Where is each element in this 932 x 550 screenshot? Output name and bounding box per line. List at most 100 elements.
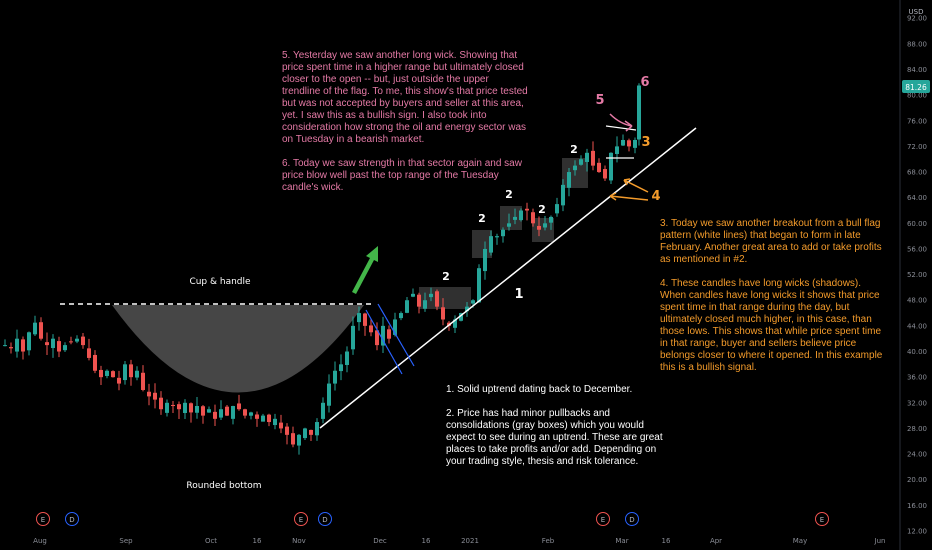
candle-body bbox=[33, 322, 37, 335]
candle-body bbox=[165, 402, 169, 413]
candle-body bbox=[183, 402, 187, 414]
candle-body bbox=[507, 223, 511, 227]
last-price-label: 81.26 bbox=[905, 83, 927, 92]
event-marker-label: E bbox=[299, 516, 303, 524]
candle-body bbox=[417, 294, 421, 307]
candle-body bbox=[99, 369, 103, 378]
candle-body bbox=[483, 248, 487, 272]
y-tick-label: 44.00 bbox=[907, 322, 927, 330]
breakout-number-label: 6 bbox=[640, 75, 649, 90]
y-tick-label: 76.00 bbox=[907, 117, 927, 125]
candle-body bbox=[495, 236, 499, 238]
candle-body bbox=[75, 338, 79, 342]
candle-body bbox=[453, 319, 457, 328]
y-tick-label: 72.00 bbox=[907, 143, 927, 151]
candle-body bbox=[9, 347, 13, 349]
candle-body bbox=[189, 403, 193, 413]
candle-body bbox=[177, 404, 181, 410]
candle-body bbox=[81, 336, 85, 346]
candle-body bbox=[303, 428, 307, 439]
candle-body bbox=[363, 313, 367, 326]
x-tick-label: 16 bbox=[253, 537, 262, 545]
x-tick-label: Dec bbox=[373, 537, 387, 545]
candle-body bbox=[297, 434, 301, 446]
note-5: 5. Yesterday we saw another long wick. S… bbox=[282, 50, 528, 206]
event-marker bbox=[596, 512, 610, 526]
candle-body bbox=[555, 204, 559, 214]
event-marker-label: D bbox=[322, 516, 327, 524]
y-tick-label: 40.00 bbox=[907, 348, 927, 356]
y-tick-label: 64.00 bbox=[907, 194, 927, 202]
candle-body bbox=[153, 392, 157, 400]
candle-body bbox=[261, 415, 265, 422]
consolidation-box bbox=[500, 206, 522, 230]
box-number-label: 2 bbox=[478, 212, 486, 225]
candle-body bbox=[477, 268, 481, 303]
green-arrow bbox=[352, 246, 378, 294]
note-2-text: 2. Price has had minor pullbacks and con… bbox=[446, 408, 663, 467]
event-marker-label: E bbox=[41, 516, 45, 524]
note-4-text: 4. These candles have long wicks (shadow… bbox=[660, 278, 883, 373]
y-tick-label: 88.00 bbox=[907, 40, 927, 48]
handle-channel-line bbox=[365, 309, 403, 375]
candle-body bbox=[387, 329, 391, 339]
candle-body bbox=[159, 397, 163, 410]
candle-body bbox=[21, 339, 25, 352]
candle-body bbox=[69, 341, 73, 343]
candle-body bbox=[3, 345, 7, 347]
orange-arrow bbox=[609, 192, 649, 201]
candle-body bbox=[543, 223, 547, 228]
note-1-2: 1. Solid uptrend dating back to December… bbox=[446, 384, 668, 480]
candle-body bbox=[393, 319, 397, 335]
event-marker-label: E bbox=[601, 516, 605, 524]
y-tick-label: 24.00 bbox=[907, 451, 927, 459]
y-tick-label: 12.00 bbox=[907, 528, 927, 536]
candle-body bbox=[375, 330, 379, 346]
candle-body bbox=[201, 406, 205, 416]
candle-body bbox=[423, 300, 427, 309]
candle-body bbox=[537, 225, 541, 230]
candle-body bbox=[637, 85, 641, 140]
candle-body bbox=[585, 152, 589, 162]
candle-body bbox=[573, 165, 577, 171]
candle-body bbox=[567, 172, 571, 188]
candle-body bbox=[27, 332, 31, 351]
candle-body bbox=[609, 152, 613, 181]
orange-arrow bbox=[623, 178, 649, 193]
candle-body bbox=[243, 409, 247, 416]
event-marker bbox=[36, 512, 50, 526]
note-3-text: 3. Today we saw another breakout from a … bbox=[660, 218, 882, 265]
candle-body bbox=[633, 139, 637, 148]
rounded-bottom-label: Rounded bottom bbox=[186, 481, 261, 491]
box-number-label: 2 bbox=[505, 188, 513, 201]
uptrend-number-label: 1 bbox=[514, 287, 523, 302]
candle-body bbox=[111, 371, 115, 378]
y-tick-label: 92.00 bbox=[907, 15, 927, 23]
candle-body bbox=[411, 293, 415, 297]
candle-body bbox=[315, 422, 319, 436]
flag-number-label: 3 bbox=[641, 135, 650, 150]
candle-body bbox=[309, 429, 313, 435]
note-1-text: 1. Solid uptrend dating back to December… bbox=[446, 384, 633, 395]
candle-body bbox=[87, 348, 91, 358]
candle-body bbox=[471, 300, 475, 304]
candle-body bbox=[45, 342, 49, 346]
candle-body bbox=[579, 159, 583, 165]
candle-body bbox=[285, 426, 289, 435]
candle-body bbox=[597, 162, 601, 173]
candle-body bbox=[621, 139, 625, 146]
y-tick-label: 60.00 bbox=[907, 220, 927, 228]
candle-body bbox=[63, 345, 67, 351]
event-marker-label: E bbox=[820, 516, 824, 524]
candle-body bbox=[501, 229, 505, 237]
y-tick-label: 20.00 bbox=[907, 476, 927, 484]
candle-body bbox=[603, 169, 607, 179]
candle-body bbox=[15, 338, 19, 352]
candle-body bbox=[549, 216, 553, 223]
candle-body bbox=[489, 236, 493, 253]
consolidation-box bbox=[419, 287, 471, 309]
y-tick-label: 68.00 bbox=[907, 169, 927, 177]
candle-body bbox=[561, 184, 565, 206]
currency-label: USD bbox=[909, 8, 924, 16]
